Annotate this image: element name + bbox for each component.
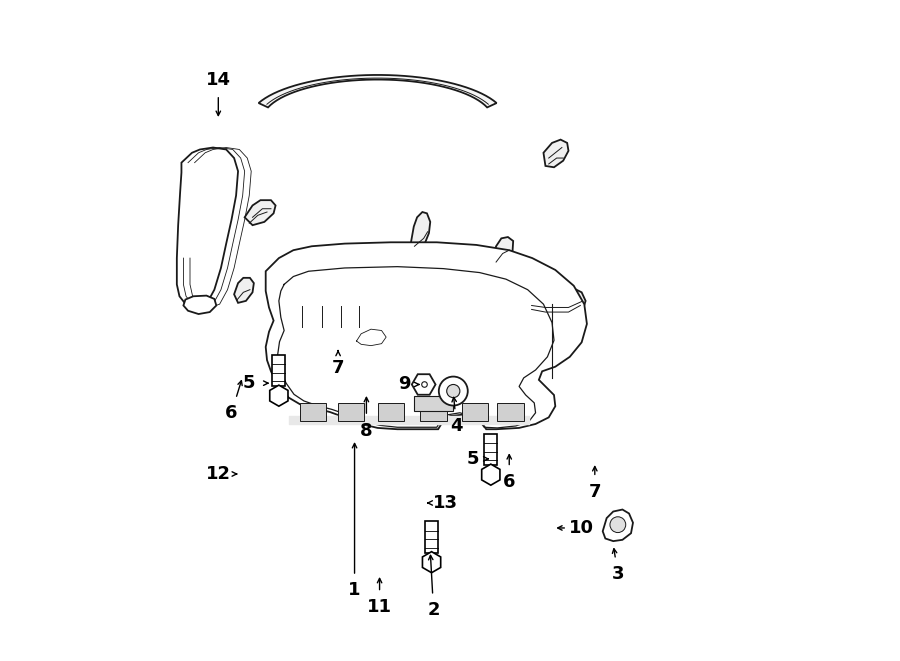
Text: 7: 7	[332, 359, 345, 377]
Text: 2: 2	[428, 602, 440, 619]
Polygon shape	[234, 278, 254, 303]
Polygon shape	[524, 286, 586, 317]
Polygon shape	[273, 355, 285, 387]
Bar	[338, 403, 364, 421]
Bar	[300, 403, 327, 421]
Text: 10: 10	[569, 519, 594, 537]
Text: 6: 6	[225, 404, 238, 422]
Polygon shape	[245, 200, 275, 225]
Text: 9: 9	[398, 375, 410, 393]
Circle shape	[439, 377, 468, 406]
Text: 14: 14	[206, 71, 230, 89]
Text: 13: 13	[433, 494, 458, 512]
Polygon shape	[258, 75, 497, 107]
Polygon shape	[184, 295, 216, 314]
Bar	[414, 397, 454, 410]
Polygon shape	[425, 522, 438, 553]
Text: 4: 4	[450, 417, 463, 435]
Text: 5: 5	[243, 374, 256, 392]
Polygon shape	[603, 510, 633, 541]
Polygon shape	[348, 321, 392, 349]
Polygon shape	[544, 139, 569, 167]
Text: 11: 11	[367, 598, 392, 616]
Text: 5: 5	[467, 450, 480, 468]
Polygon shape	[493, 237, 513, 264]
Circle shape	[446, 385, 460, 398]
Polygon shape	[266, 243, 587, 429]
Text: 3: 3	[612, 565, 624, 583]
Text: 7: 7	[589, 483, 601, 501]
Text: 12: 12	[206, 465, 230, 483]
Bar	[420, 403, 446, 421]
Text: 6: 6	[503, 473, 516, 491]
Polygon shape	[285, 304, 374, 329]
Bar	[378, 403, 404, 421]
Bar	[462, 403, 488, 421]
Bar	[498, 403, 524, 421]
Polygon shape	[484, 434, 498, 465]
Circle shape	[610, 517, 626, 533]
Text: 8: 8	[360, 422, 373, 440]
Polygon shape	[176, 147, 238, 307]
Text: 1: 1	[348, 582, 361, 600]
Polygon shape	[410, 212, 430, 249]
